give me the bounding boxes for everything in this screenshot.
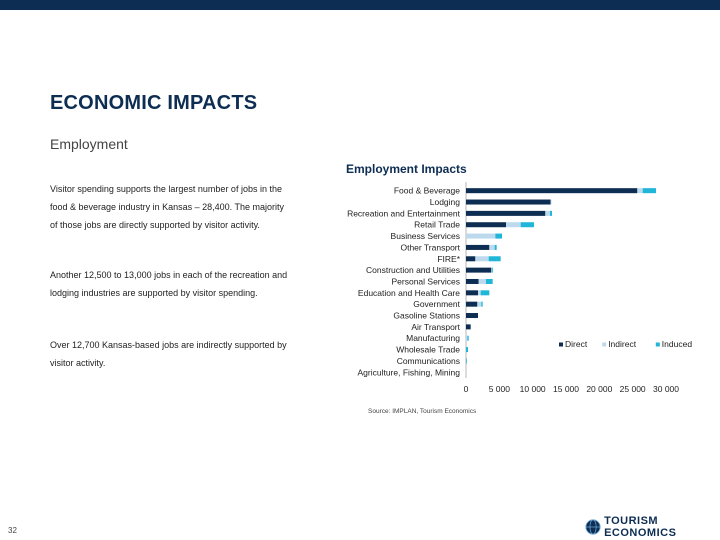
x-tick-label: 25 000 <box>620 384 646 394</box>
bar-indirect <box>489 244 495 250</box>
x-tick-label: 0 <box>464 384 469 394</box>
page-title: ECONOMIC IMPACTS <box>50 92 258 114</box>
x-tick-label: 30 000 <box>653 384 679 394</box>
category-label: Retail Trade <box>414 220 460 230</box>
x-tick-label: 5 000 <box>489 384 511 394</box>
category-label: Lodging <box>430 197 461 207</box>
bar-induced <box>520 222 534 228</box>
bar-indirect <box>545 210 550 216</box>
legend-label-induced: Induced <box>662 339 693 349</box>
legend-label-indirect: Indirect <box>608 339 637 349</box>
category-label: Food & Beverage <box>394 186 460 196</box>
bar-indirect <box>478 278 486 284</box>
bar-induced <box>486 278 493 284</box>
legend-label-direct: Direct <box>565 339 588 349</box>
page-subtitle: Employment <box>50 136 128 152</box>
bar-indirect <box>637 188 643 194</box>
bar-induced <box>488 256 501 262</box>
category-label: Education and Health Care <box>358 288 460 298</box>
category-label: Other Transport <box>400 242 460 252</box>
body-paragraph-recreation-lodging: Another 12,500 to 13,000 jobs in each of… <box>50 270 288 298</box>
category-label: Manufacturing <box>406 333 460 343</box>
bar-direct <box>466 256 476 262</box>
category-label: Business Services <box>391 231 460 241</box>
bar-indirect <box>491 267 493 273</box>
category-label: Wholesale Trade <box>396 345 460 355</box>
bar-indirect <box>475 256 489 262</box>
category-label: Construction and Utilities <box>366 265 460 275</box>
legend-swatch-indirect <box>602 342 607 347</box>
category-label: Communications <box>397 356 460 366</box>
category-label: FIRE* <box>437 254 460 264</box>
bar-direct <box>466 267 492 273</box>
bar-direct <box>466 188 638 194</box>
bar-induced <box>495 233 502 239</box>
bar-induced <box>550 210 552 216</box>
bar-induced <box>494 244 497 250</box>
legend-swatch-direct <box>559 342 563 347</box>
bar-direct <box>466 199 551 205</box>
x-tick-label: 20 000 <box>586 384 612 394</box>
bar-induced <box>466 358 467 364</box>
category-label: Recreation and Entertainment <box>347 208 461 218</box>
top-banner <box>0 0 720 10</box>
bar-indirect <box>478 290 481 296</box>
body-paragraph-indirect-jobs: Over 12,700 Kansas-based jobs are indire… <box>50 340 287 368</box>
bar-indirect <box>506 222 521 228</box>
bar-direct <box>466 290 478 296</box>
source-note: Source: IMPLAN, Tourism Economics <box>368 408 477 415</box>
category-label: Gasoline Stations <box>393 311 460 321</box>
logo-text: TOURISM ECONOMICS <box>604 515 677 539</box>
category-label: Agriculture, Fishing, Mining <box>357 367 460 377</box>
category-label: Air Transport <box>411 322 460 332</box>
bar-direct <box>466 210 546 216</box>
bar-induced <box>492 267 493 273</box>
chart-title: Employment Impacts <box>346 162 467 176</box>
legend-swatch-induced <box>655 342 660 347</box>
bar-direct <box>466 244 490 250</box>
bar-direct <box>466 301 478 307</box>
bar-induced <box>467 335 469 341</box>
x-tick-label: 10 000 <box>520 384 546 394</box>
tourism-economics-logo: TOURISM ECONOMICS <box>585 515 720 539</box>
bar-direct <box>466 324 471 330</box>
bar-induced <box>481 301 483 307</box>
globe-icon <box>585 519 601 535</box>
bar-induced <box>466 347 468 353</box>
bar-direct <box>466 313 478 319</box>
bar-direct <box>466 222 506 228</box>
bar-induced <box>480 290 490 296</box>
bar-indirect <box>477 301 482 307</box>
bar-indirect <box>550 199 552 205</box>
body-paragraph-food-beverage: Visitor spending supports the largest nu… <box>50 184 284 230</box>
bar-induced <box>642 188 656 194</box>
category-label: Personal Services <box>391 276 460 286</box>
x-tick-label: 15 000 <box>553 384 579 394</box>
page-number: 32 <box>8 526 17 535</box>
bar-indirect <box>466 335 468 341</box>
bar-direct <box>466 278 479 284</box>
category-label: Government <box>413 299 460 309</box>
bar-indirect <box>466 233 496 239</box>
